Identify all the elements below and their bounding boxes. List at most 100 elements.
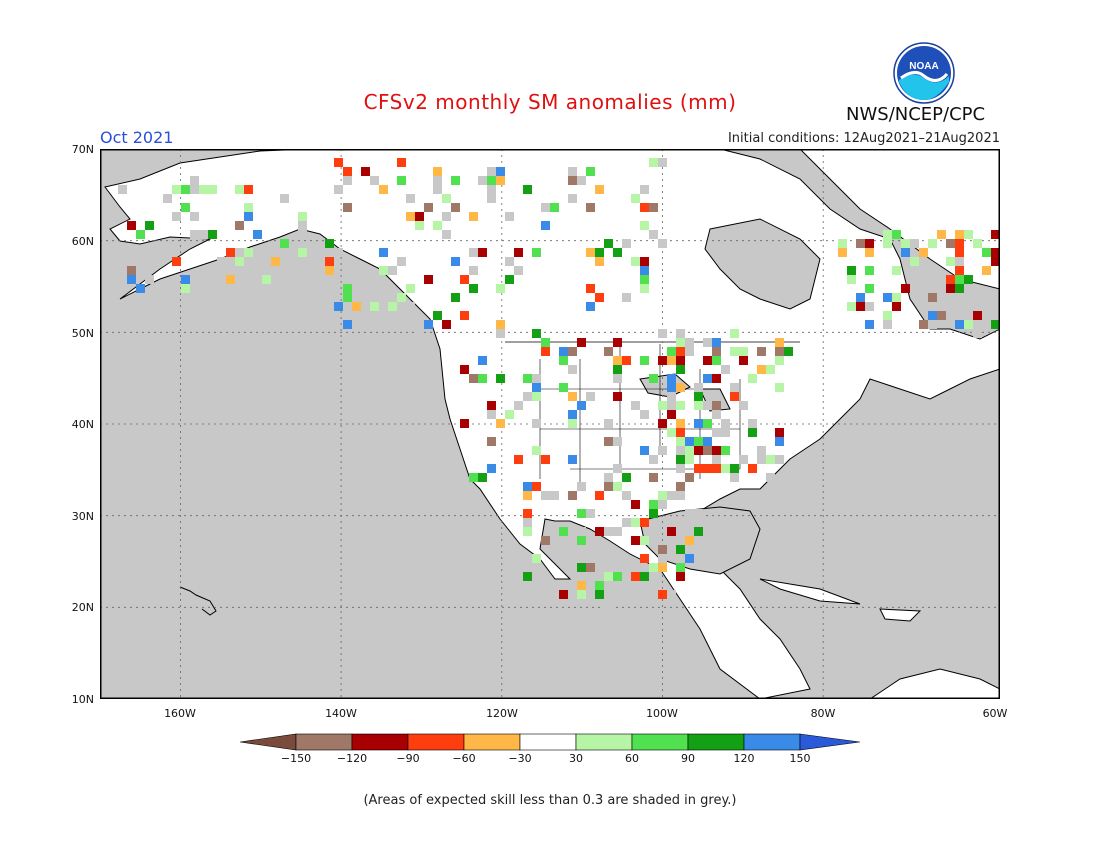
anomaly-cell	[613, 527, 622, 536]
anomaly-cell	[487, 194, 496, 203]
colorbar-bin-8	[687, 733, 745, 751]
anomaly-cell	[955, 239, 964, 248]
anomaly-cell	[478, 356, 487, 365]
anomaly-cell	[478, 176, 487, 185]
anomaly-cell	[991, 257, 1000, 266]
anomaly-cell	[568, 194, 577, 203]
anomaly-cell	[379, 266, 388, 275]
anomaly-cell	[658, 491, 667, 500]
anomaly-cell	[550, 491, 559, 500]
anomaly-cell	[766, 455, 775, 464]
anomaly-cell	[181, 203, 190, 212]
anomaly-cell	[667, 383, 676, 392]
anomaly-cell	[676, 563, 685, 572]
anomaly-cell	[640, 356, 649, 365]
anomaly-cell	[640, 266, 649, 275]
anomaly-cell	[685, 473, 694, 482]
anomaly-cell	[613, 482, 622, 491]
anomaly-cell	[505, 257, 514, 266]
anomaly-cell	[163, 194, 172, 203]
anomaly-cell	[568, 455, 577, 464]
anomaly-cell	[217, 257, 226, 266]
anomaly-cell	[253, 230, 262, 239]
anomaly-cell	[568, 365, 577, 374]
anomaly-cell	[658, 356, 667, 365]
anomaly-cell	[334, 248, 343, 257]
anomaly-cell	[676, 482, 685, 491]
anomaly-cell	[703, 356, 712, 365]
anomaly-cell	[955, 230, 964, 239]
anomaly-cell	[595, 248, 604, 257]
anomaly-cell	[523, 572, 532, 581]
anomaly-cell	[982, 248, 991, 257]
anomaly-cell	[973, 311, 982, 320]
anomaly-cell	[631, 257, 640, 266]
anomaly-cell	[460, 419, 469, 428]
anomaly-cell	[190, 275, 199, 284]
anomaly-cell	[280, 239, 289, 248]
anomaly-cell	[991, 230, 1000, 239]
anomaly-cell	[487, 167, 496, 176]
anomaly-cell	[676, 329, 685, 338]
anomaly-cell	[433, 221, 442, 230]
anomaly-cell	[883, 239, 892, 248]
anomaly-cell	[694, 437, 703, 446]
anomaly-cell	[541, 491, 550, 500]
anomaly-cell	[595, 581, 604, 590]
initial-conditions-label: Initial conditions: 12Aug2021–21Aug2021	[727, 131, 1000, 146]
anomaly-cell	[775, 338, 784, 347]
anomaly-cell	[496, 284, 505, 293]
anomaly-cell	[865, 248, 874, 257]
anomaly-cell	[532, 392, 541, 401]
colorbar-bin-6	[575, 733, 633, 751]
anomaly-cell	[433, 176, 442, 185]
anomaly-cell	[658, 329, 667, 338]
anomaly-cell	[766, 365, 775, 374]
anomaly-cell	[433, 185, 442, 194]
anomaly-cell	[892, 293, 901, 302]
anomaly-cell	[604, 527, 613, 536]
anomaly-cell	[703, 437, 712, 446]
anomaly-cell	[244, 248, 253, 257]
anomaly-cell	[856, 293, 865, 302]
anomaly-cell	[676, 464, 685, 473]
anomaly-cell	[694, 509, 703, 518]
anomaly-cell	[667, 527, 676, 536]
anomaly-cell	[577, 590, 586, 599]
anomaly-cell	[406, 194, 415, 203]
anomaly-cell	[586, 167, 595, 176]
anomaly-cell	[658, 446, 667, 455]
anomaly-cell	[721, 365, 730, 374]
lat-label-10n: 10N	[71, 693, 94, 706]
anomaly-cell	[505, 275, 514, 284]
anomaly-cell	[235, 257, 244, 266]
anomaly-cell	[694, 419, 703, 428]
anomaly-cell	[955, 284, 964, 293]
anomaly-cell	[370, 176, 379, 185]
anomaly-cell	[532, 554, 541, 563]
anomaly-cell	[604, 482, 613, 491]
anomaly-cell	[541, 455, 550, 464]
lon-label-100w: 100W	[646, 707, 678, 720]
svg-text:NOAA: NOAA	[909, 61, 938, 72]
anomaly-cell	[586, 509, 595, 518]
anomaly-cell	[280, 293, 289, 302]
anomaly-cell	[487, 437, 496, 446]
anomaly-cell	[649, 500, 658, 509]
anomaly-cell	[559, 356, 568, 365]
anomaly-cell	[235, 185, 244, 194]
anomaly-cell	[370, 302, 379, 311]
anomaly-cell	[712, 338, 721, 347]
anomaly-cell	[910, 239, 919, 248]
anomaly-cell	[838, 239, 847, 248]
anomaly-cell	[316, 248, 325, 257]
anomaly-cell	[658, 554, 667, 563]
anomaly-cell	[235, 248, 244, 257]
anomaly-cell	[667, 347, 676, 356]
anomaly-cell	[676, 383, 685, 392]
anomaly-cell	[343, 176, 352, 185]
anomaly-cell	[613, 356, 622, 365]
anomaly-cell	[982, 266, 991, 275]
hawaii-islands	[179, 586, 217, 616]
anomaly-cell	[748, 419, 757, 428]
